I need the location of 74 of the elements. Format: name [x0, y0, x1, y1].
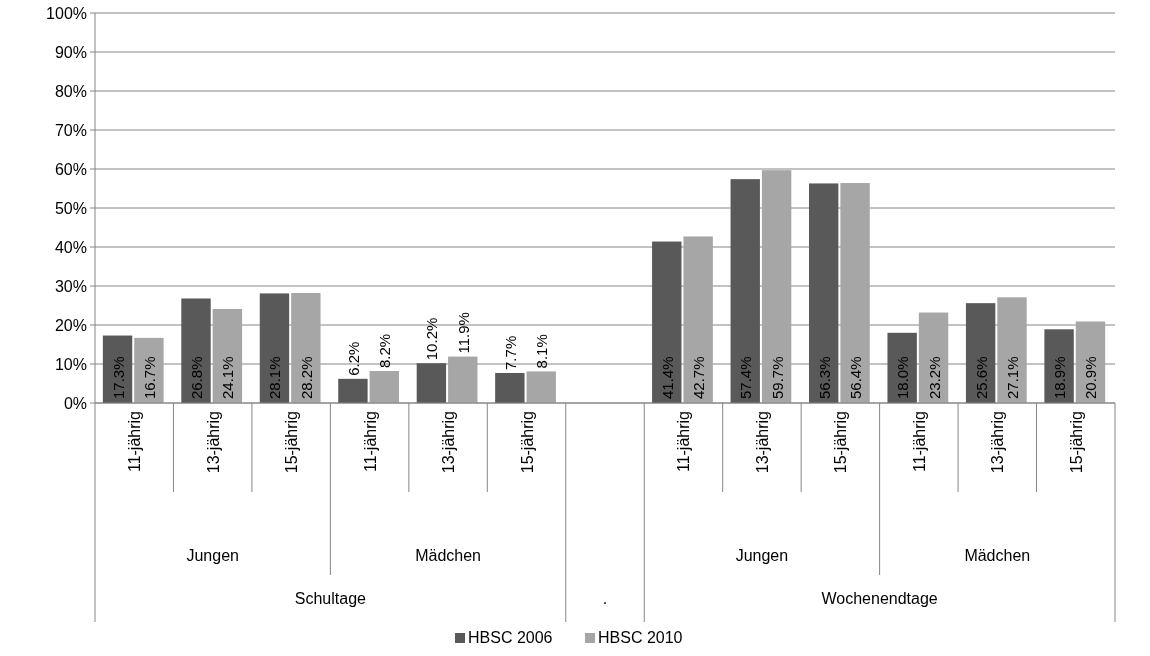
- legend-label: HBSC 2010: [598, 629, 683, 646]
- bar: [181, 298, 211, 403]
- text: .: [602, 590, 608, 607]
- y-tick-label: 80%: [54, 82, 87, 100]
- bar: [495, 372, 525, 403]
- data-label: 11.9%: [454, 312, 472, 354]
- data-label: 8.2%: [376, 333, 394, 369]
- x-tick-label: 15-jährig: [832, 411, 850, 474]
- data-label: 18.9%: [1051, 356, 1069, 399]
- data-label: 42.7%: [690, 356, 708, 399]
- data-label: 17.3%: [109, 356, 127, 399]
- text: Wochenendtage: [821, 590, 938, 607]
- y-tick-label: 0%: [63, 394, 87, 412]
- x-tick-label: 15-jährig: [1067, 411, 1085, 474]
- bar: [448, 356, 478, 403]
- bar: [338, 378, 368, 403]
- data-label: 7.7%: [501, 335, 519, 370]
- y-tick-label: 90%: [54, 43, 87, 61]
- bar: [259, 293, 290, 403]
- bar: [369, 371, 399, 403]
- data-label: 6.2%: [344, 341, 362, 376]
- bar: [809, 183, 839, 403]
- data-label: 56.3%: [815, 356, 833, 399]
- x-tick-label: 11-jährig: [675, 411, 693, 473]
- bar: [212, 309, 243, 403]
- y-tick-label: 30%: [54, 277, 87, 295]
- data-label: 28.2%: [297, 356, 315, 399]
- x-tick-label: 13-jährig: [989, 411, 1007, 474]
- bar: [840, 183, 870, 403]
- y-tick-label: 40%: [54, 238, 87, 256]
- y-tick-label: 50%: [54, 199, 87, 217]
- x-tick-label: 15-jährig: [518, 411, 536, 474]
- data-label: 56.4%: [847, 356, 865, 399]
- legend-label: HBSC 2006: [468, 629, 553, 646]
- data-label: 16.7%: [140, 356, 158, 399]
- bar: [291, 293, 321, 403]
- y-tick-label: 20%: [54, 316, 87, 334]
- bar: [1044, 329, 1074, 403]
- bar: [761, 170, 792, 403]
- data-label: 18.0%: [894, 356, 912, 399]
- bar: [730, 179, 760, 403]
- data-label: 59.7%: [768, 356, 786, 399]
- y-tick-label: 60%: [54, 160, 87, 178]
- text: Jungen: [735, 547, 789, 564]
- data-label: 23.2%: [925, 356, 943, 399]
- data-label: 27.1%: [1004, 356, 1021, 399]
- text: Jungen: [186, 547, 239, 564]
- y-tick-label: 100%: [46, 4, 87, 22]
- x-tick-label: 13-jährig: [753, 411, 771, 474]
- data-label: 28.1%: [266, 356, 284, 399]
- text: Mädchen: [964, 547, 1031, 564]
- data-label: 26.8%: [188, 356, 205, 399]
- bar: [997, 297, 1027, 403]
- data-label: 41.4%: [658, 356, 676, 399]
- bar: [652, 241, 682, 403]
- x-tick-label: 13-jährig: [204, 411, 222, 474]
- data-label: 57.4%: [737, 356, 755, 399]
- x-tick-label: 11-jährig: [910, 411, 928, 473]
- y-tick-label: 70%: [54, 121, 87, 139]
- data-label: 10.2%: [423, 317, 441, 361]
- bar: [526, 371, 556, 403]
- data-label: 25.6%: [972, 356, 990, 399]
- data-label: 20.9%: [1082, 356, 1100, 399]
- x-tick-label: 13-jährig: [440, 411, 458, 474]
- text: Mädchen: [415, 547, 481, 564]
- x-tick-label: 11-jährig: [126, 411, 144, 473]
- text: Schultage: [294, 590, 367, 607]
- x-tick-label: 15-jährig: [283, 411, 301, 474]
- y-tick-label: 10%: [54, 355, 87, 373]
- x-tick-label: 11-jährig: [361, 411, 379, 473]
- data-label: 8.1%: [533, 334, 551, 369]
- bar: [683, 236, 713, 403]
- data-label: 24.1%: [219, 356, 237, 399]
- bar: [416, 363, 447, 403]
